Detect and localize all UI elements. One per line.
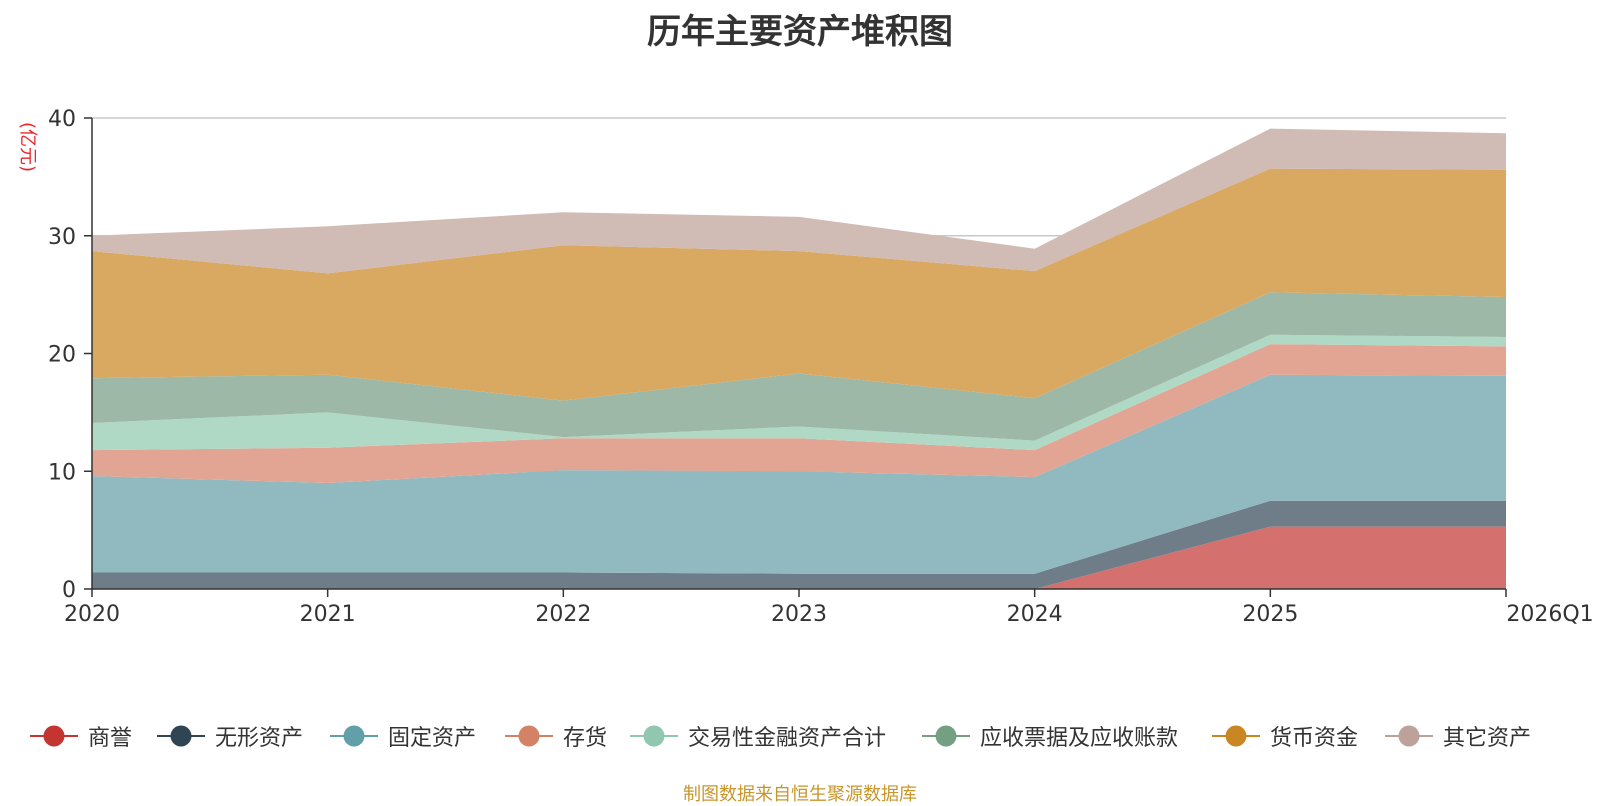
legend-marker-icon [630, 725, 678, 747]
legend-marker-icon [505, 725, 553, 747]
legend-item-8[interactable]: 其它资产 [1385, 716, 1531, 756]
area-series-5 [92, 334, 1506, 451]
legend-item-6[interactable]: 应收票据及应收账款 [922, 716, 1178, 756]
legend-item-4[interactable]: 存货 [505, 716, 607, 756]
legend-label: 应收票据及应收账款 [980, 726, 1179, 751]
legend-label: 货币资金 [1270, 726, 1359, 751]
y-tick-label: 20 [48, 343, 76, 368]
axes: 0 10 20 30 40 2020 2021 2022 2023 2024 2025 2026Q1 [48, 107, 1594, 627]
stacked-area-chart: 0 10 20 30 40 2020 2021 2022 2023 2024 2025 2026Q1 [48, 107, 1594, 627]
y-tick-label: 10 [48, 460, 76, 485]
legend-item-3[interactable]: 固定资产 [330, 716, 476, 756]
legend-item-7[interactable]: 货币资金 [1212, 716, 1358, 756]
legend-marker-icon [922, 725, 970, 747]
area-series-8 [92, 128, 1506, 274]
legend-marker-icon [1212, 725, 1260, 747]
x-tick-label: 2021 [300, 602, 356, 627]
area-series [92, 128, 1506, 589]
chart-title: 历年主要资产堆积图 [647, 12, 953, 52]
x-tick-label: 2022 [535, 602, 591, 627]
legend-marker-icon [330, 725, 378, 747]
legend-item-5[interactable]: 交易性金融资产合计 [630, 716, 886, 756]
legend-marker-icon [1385, 725, 1433, 747]
legend-item-2[interactable]: 无形资产 [157, 716, 303, 756]
x-tick-label: 2023 [771, 602, 827, 627]
area-series-2 [92, 500, 1506, 589]
legend-marker-icon [30, 725, 78, 747]
data-source-note: 制图数据来自恒生聚源数据库 [683, 784, 917, 805]
x-tick-label: 2024 [1007, 602, 1063, 627]
x-tick-label: 2025 [1242, 602, 1298, 627]
chart-legend: 商誉 无形资产 固定资产 存货 交易性金融资产合计 应收票据及应收账款 货币资金 其它资产 [0, 716, 1600, 756]
area-series-3 [92, 374, 1506, 574]
x-tick-label: 2026Q1 [1506, 602, 1593, 627]
legend-label: 其它资产 [1443, 726, 1532, 751]
area-series-6 [92, 292, 1506, 441]
area-series-4 [92, 344, 1506, 483]
legend-label: 商誉 [88, 726, 133, 751]
legend-label: 固定资产 [388, 726, 477, 751]
legend-label: 交易性金融资产合计 [688, 726, 887, 751]
area-series-7 [92, 168, 1506, 401]
x-tick-label: 2020 [64, 602, 120, 627]
y-tick-label: 40 [48, 107, 76, 132]
y-tick-label: 30 [48, 225, 76, 250]
legend-item-1[interactable]: 商誉 [30, 716, 132, 756]
area-series-1 [92, 526, 1506, 589]
legend-label: 存货 [563, 726, 608, 751]
y-tick-label: 0 [62, 578, 76, 603]
legend-label: 无形资产 [215, 726, 304, 751]
legend-marker-icon [157, 725, 205, 747]
